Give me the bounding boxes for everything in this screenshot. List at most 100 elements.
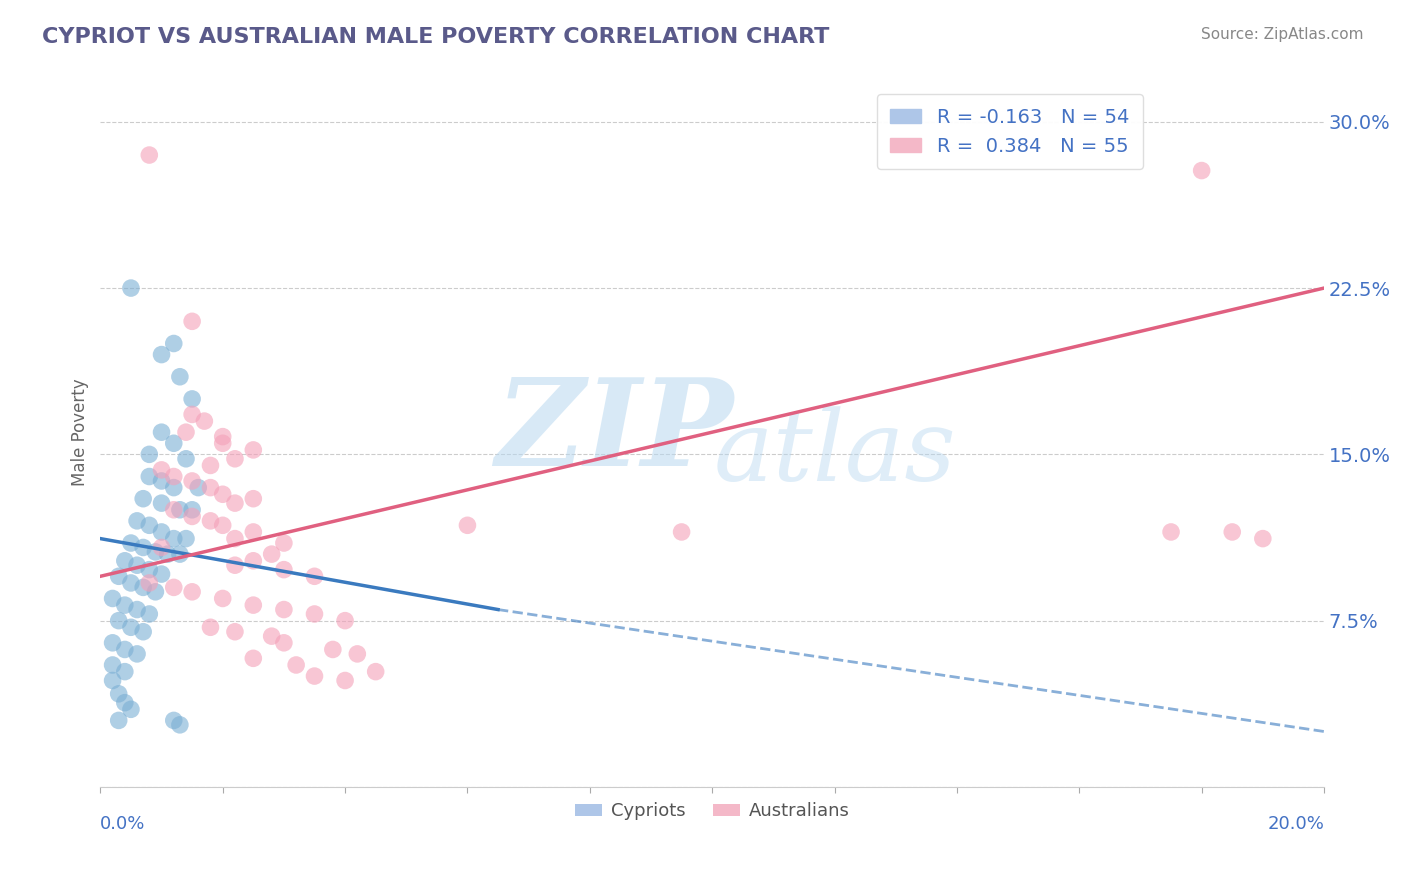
Point <box>163 503 186 517</box>
Point <box>101 591 124 606</box>
Point <box>200 620 222 634</box>
Point <box>181 584 204 599</box>
Point <box>107 569 129 583</box>
Point <box>132 581 155 595</box>
Point <box>150 524 173 539</box>
Point <box>138 563 160 577</box>
Point <box>163 336 186 351</box>
Point <box>242 651 264 665</box>
Point <box>114 665 136 679</box>
Point <box>671 524 693 539</box>
Text: ZIP: ZIP <box>495 373 734 491</box>
Y-axis label: Male Poverty: Male Poverty <box>72 378 89 486</box>
Point <box>101 657 124 672</box>
Point <box>304 569 326 583</box>
Point <box>181 392 204 406</box>
Point <box>101 636 124 650</box>
Point <box>242 442 264 457</box>
Point <box>333 614 356 628</box>
Point <box>224 558 246 573</box>
Point <box>138 447 160 461</box>
Point <box>224 496 246 510</box>
Point <box>211 591 233 606</box>
Point <box>150 348 173 362</box>
Point <box>120 620 142 634</box>
Point <box>181 314 204 328</box>
Point <box>211 487 233 501</box>
Point <box>125 514 148 528</box>
Point <box>150 463 173 477</box>
Point <box>224 451 246 466</box>
Point <box>181 474 204 488</box>
Point <box>304 607 326 621</box>
Point <box>138 469 160 483</box>
Point <box>114 696 136 710</box>
Point <box>114 554 136 568</box>
Text: Source: ZipAtlas.com: Source: ZipAtlas.com <box>1201 27 1364 42</box>
Point <box>1160 524 1182 539</box>
Point <box>145 545 167 559</box>
Point <box>174 451 197 466</box>
Point <box>1220 524 1243 539</box>
Point <box>107 714 129 728</box>
Point <box>260 629 283 643</box>
Point <box>364 665 387 679</box>
Point <box>163 532 186 546</box>
Point <box>132 541 155 555</box>
Point <box>1251 532 1274 546</box>
Text: atlas: atlas <box>713 406 956 501</box>
Point <box>242 524 264 539</box>
Point <box>224 624 246 639</box>
Point <box>120 702 142 716</box>
Point <box>132 624 155 639</box>
Point <box>145 584 167 599</box>
Point <box>273 636 295 650</box>
Point <box>242 598 264 612</box>
Point <box>132 491 155 506</box>
Point <box>181 509 204 524</box>
Point <box>150 541 173 555</box>
Point <box>174 425 197 440</box>
Point <box>181 503 204 517</box>
Point <box>1191 163 1213 178</box>
Point <box>224 532 246 546</box>
Point <box>138 518 160 533</box>
Point <box>242 491 264 506</box>
Point <box>163 481 186 495</box>
Point <box>150 425 173 440</box>
Point <box>150 496 173 510</box>
Point <box>346 647 368 661</box>
Point <box>273 563 295 577</box>
Text: 0.0%: 0.0% <box>100 815 146 833</box>
Point <box>107 687 129 701</box>
Point <box>285 657 308 672</box>
Point <box>138 576 160 591</box>
Point <box>138 607 160 621</box>
Point <box>260 547 283 561</box>
Point <box>304 669 326 683</box>
Point <box>456 518 478 533</box>
Legend: Cypriots, Australians: Cypriots, Australians <box>568 795 856 828</box>
Text: CYPRIOT VS AUSTRALIAN MALE POVERTY CORRELATION CHART: CYPRIOT VS AUSTRALIAN MALE POVERTY CORRE… <box>42 27 830 46</box>
Point <box>169 369 191 384</box>
Point <box>200 514 222 528</box>
Text: 20.0%: 20.0% <box>1267 815 1324 833</box>
Point <box>163 714 186 728</box>
Point <box>174 532 197 546</box>
Point <box>114 642 136 657</box>
Point <box>120 536 142 550</box>
Point <box>138 148 160 162</box>
Point <box>187 481 209 495</box>
Point <box>273 602 295 616</box>
Point <box>193 414 215 428</box>
Point <box>125 558 148 573</box>
Point <box>163 436 186 450</box>
Point <box>211 429 233 443</box>
Point <box>211 518 233 533</box>
Point <box>273 536 295 550</box>
Point <box>150 567 173 582</box>
Point <box>120 281 142 295</box>
Point <box>181 408 204 422</box>
Point <box>200 481 222 495</box>
Point <box>125 647 148 661</box>
